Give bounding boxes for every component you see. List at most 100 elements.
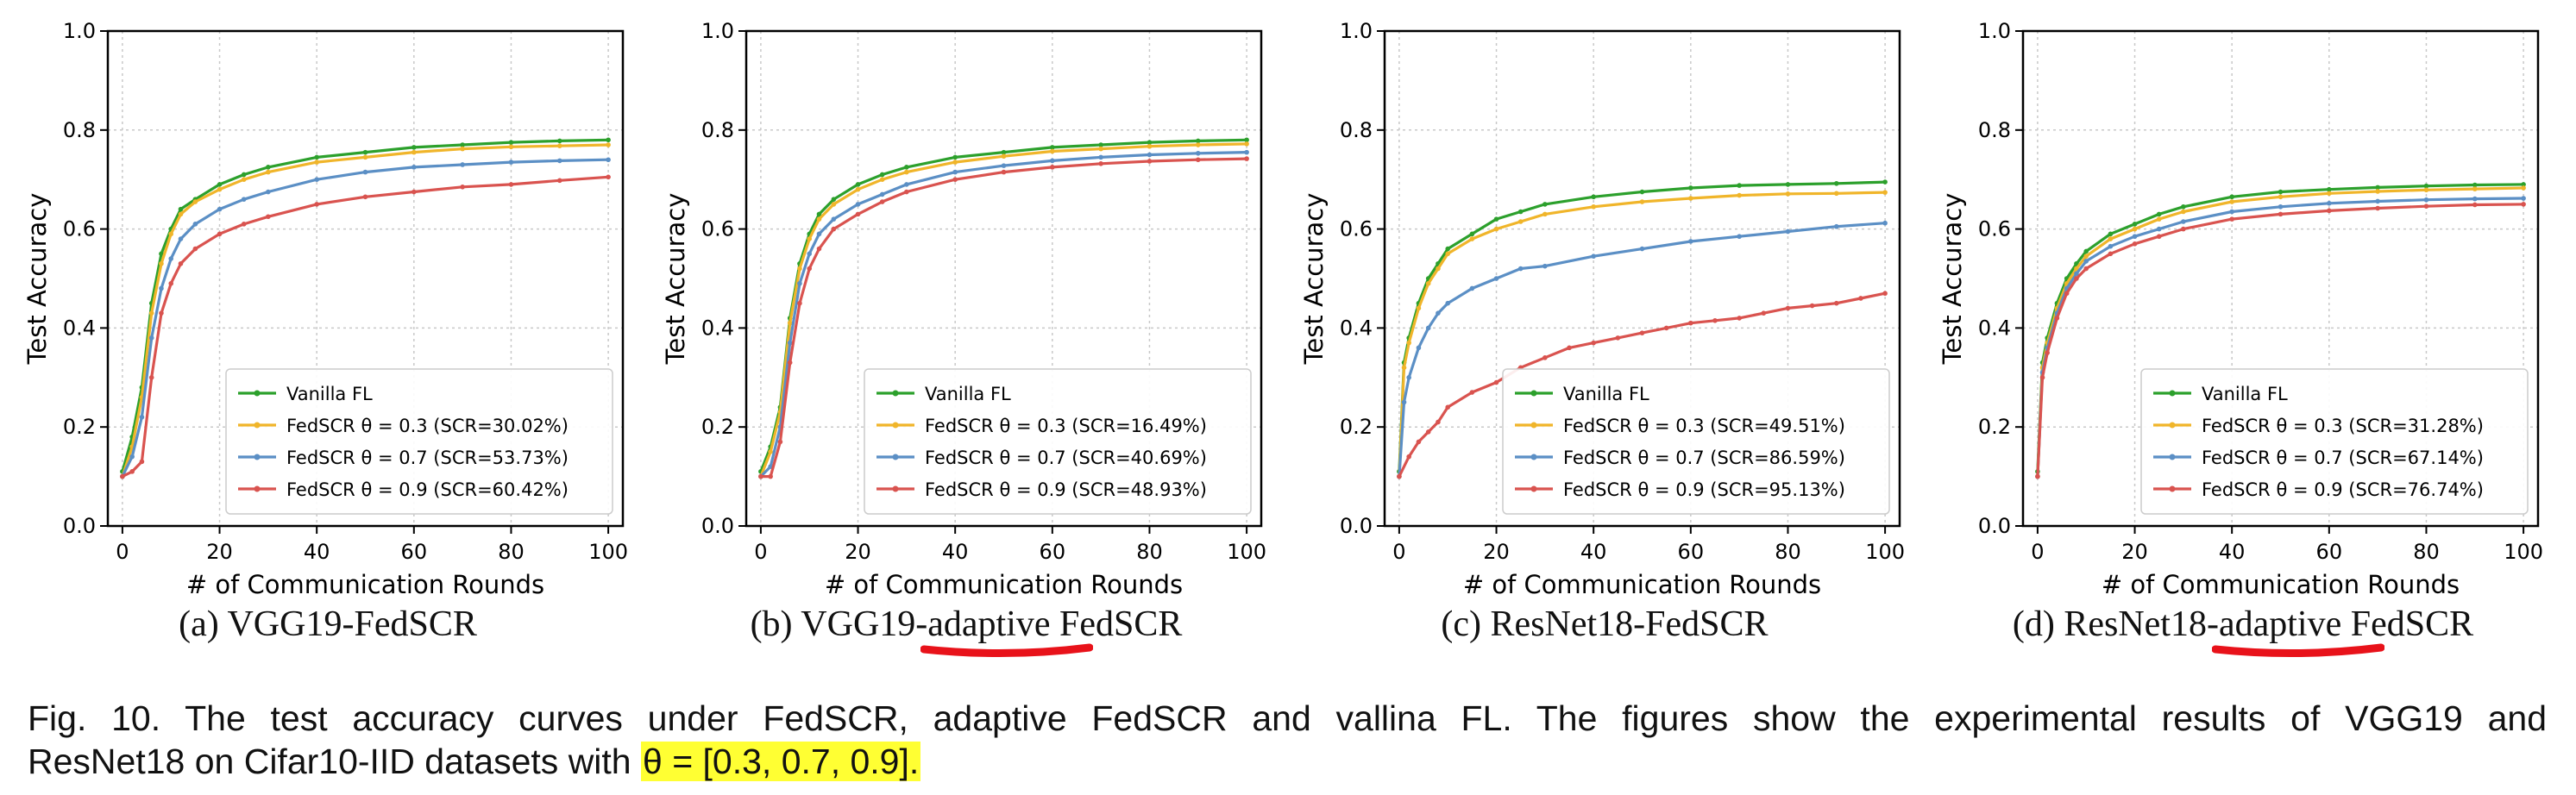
- data-point: [178, 206, 184, 212]
- data-point: [1416, 439, 1422, 445]
- data-point: [1469, 390, 1475, 395]
- legend-label-2: FedSCR θ = 0.7 (SCR=86.59%): [1563, 448, 1845, 468]
- data-point: [192, 246, 198, 252]
- data-point: [1098, 161, 1103, 166]
- data-point: [787, 320, 793, 326]
- chart-panel-b: 0 20 40 60 80 100 0.0 0.2 0.4 0.6 0.8 1.0 # of Commu…: [638, 0, 1294, 664]
- legend-box: [864, 368, 1252, 515]
- data-point: [241, 222, 247, 227]
- data-point: [2083, 266, 2089, 272]
- data-point: [952, 177, 958, 182]
- subcaption-b-highlight: adaptive: [920, 604, 1094, 658]
- subcaption-b-highlight-text: adaptive: [927, 604, 1051, 644]
- y-tick-label: 0.4: [701, 316, 734, 340]
- x-tick-label: 80: [2413, 540, 2440, 564]
- data-point: [807, 251, 813, 257]
- data-point: [139, 414, 145, 420]
- x-tick-label: 60: [2316, 540, 2343, 564]
- data-point: [412, 189, 417, 195]
- data-point: [952, 169, 958, 175]
- x-tick-label: 60: [1678, 540, 1705, 564]
- data-point: [1406, 375, 1411, 380]
- legend-box: [2140, 368, 2529, 515]
- data-point: [2039, 375, 2045, 380]
- data-point: [508, 160, 514, 165]
- x-tick-label: 20: [845, 540, 871, 564]
- data-point: [2035, 473, 2040, 479]
- data-point: [362, 149, 368, 155]
- data-point: [412, 165, 417, 170]
- legend-marker-0: [2169, 390, 2176, 397]
- data-point: [2083, 248, 2089, 254]
- data-point: [266, 214, 271, 220]
- data-point: [1493, 216, 1499, 222]
- data-point: [1436, 310, 1441, 316]
- data-point: [2423, 203, 2429, 209]
- data-point: [1493, 379, 1499, 385]
- data-point: [148, 310, 154, 316]
- data-point: [1493, 226, 1499, 232]
- x-tick-label: 20: [206, 540, 233, 564]
- legend-label-0: Vanilla FL: [286, 384, 373, 404]
- legend-marker-2: [2169, 454, 2176, 460]
- data-point: [1737, 192, 1742, 198]
- subcaption-d-prefix: (d) ResNet18-: [2012, 604, 2219, 644]
- data-point: [816, 246, 822, 252]
- data-point: [1785, 191, 1791, 197]
- figure-row: 0 20 40 60 80 100 0.0 0.2 0.4 0.6 0.8 1.0 # of Commu…: [22, 0, 2571, 664]
- data-point: [1050, 148, 1055, 154]
- data-point: [807, 236, 813, 241]
- plot-frame: [1383, 29, 1901, 528]
- subcaption-b-suffix: FedSCR: [1050, 604, 1183, 644]
- data-point: [1406, 454, 1411, 460]
- data-point: [1688, 320, 1693, 326]
- data-point: [362, 194, 368, 200]
- data-point: [879, 177, 885, 182]
- data-point: [178, 236, 184, 241]
- legend-label-2: FedSCR θ = 0.7 (SCR=40.69%): [925, 448, 1207, 468]
- data-point: [1001, 153, 1007, 160]
- data-point: [2229, 216, 2234, 222]
- y-tick-label: 1.0: [1340, 19, 1373, 43]
- x-tick-label: 100: [1865, 540, 1905, 564]
- data-point: [2132, 234, 2138, 240]
- data-point: [556, 138, 562, 144]
- data-point: [904, 182, 909, 187]
- legend-marker-1: [254, 422, 261, 429]
- data-point: [1785, 228, 1791, 235]
- y-tick-label: 0.4: [1978, 316, 2011, 340]
- data-point: [1517, 219, 1524, 224]
- data-point: [159, 251, 164, 257]
- data-point: [831, 197, 837, 202]
- data-point: [192, 199, 198, 204]
- subcaption-a-prefix: (a) VGG19-FedSCR: [179, 604, 477, 644]
- y-tick-label: 0.6: [1340, 217, 1373, 241]
- data-point: [1858, 296, 1863, 301]
- data-point: [1469, 236, 1475, 241]
- data-point: [797, 300, 802, 306]
- data-point: [1195, 142, 1201, 147]
- data-point: [1416, 345, 1422, 351]
- y-tick-label: 0.0: [1340, 514, 1373, 538]
- legend-label-0: Vanilla FL: [925, 384, 1011, 404]
- data-point: [314, 154, 319, 160]
- legend-marker-1: [1530, 422, 1537, 429]
- data-point: [2181, 209, 2186, 215]
- data-point: [1244, 149, 1249, 155]
- plot-frame: [745, 29, 1263, 528]
- data-point: [1688, 185, 1693, 191]
- data-point: [1050, 165, 1055, 170]
- data-point: [2054, 316, 2060, 321]
- data-point: [217, 206, 223, 212]
- plot-frame: [106, 29, 625, 528]
- legend-marker-3: [2169, 485, 2176, 492]
- data-point: [314, 160, 319, 165]
- data-point: [2521, 196, 2526, 201]
- data-point: [2156, 234, 2162, 240]
- data-point: [816, 231, 822, 237]
- chart-d: 0 20 40 60 80 100 0.0 0.2 0.4 0.6 0.8 1.0 # of Commu…: [1938, 19, 2543, 595]
- data-point: [2327, 191, 2332, 197]
- data-point: [1445, 251, 1451, 257]
- data-point: [1469, 285, 1475, 291]
- chart-panel-d: 0 20 40 60 80 100 0.0 0.2 0.4 0.6 0.8 1.0 # of Commu…: [1915, 0, 2571, 664]
